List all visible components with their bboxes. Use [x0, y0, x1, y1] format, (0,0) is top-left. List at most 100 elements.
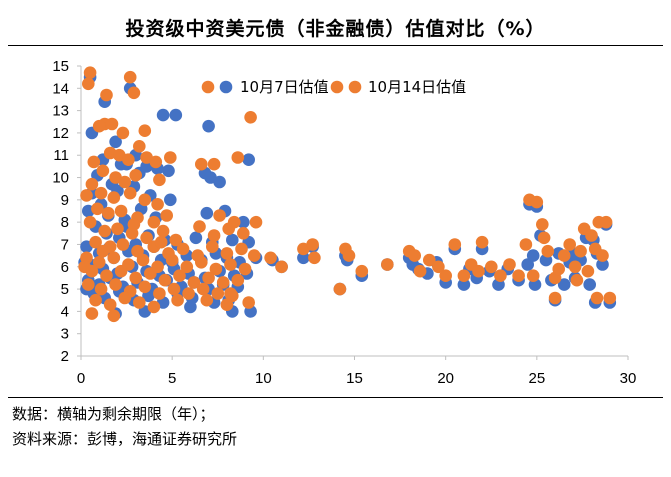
legend-marker-oct14 [348, 80, 362, 94]
oct14-data-point [563, 238, 576, 251]
oct7-data-point [184, 300, 197, 314]
oct14-data-point [249, 215, 263, 229]
oct14-data-point [432, 260, 445, 274]
oct14-data-point [129, 271, 142, 285]
oct14-data-point [164, 151, 177, 164]
x-tick-label: 20 [437, 370, 454, 387]
oct14-data-point [180, 260, 194, 274]
oct7-data-point [242, 153, 255, 166]
y-tick-label: 4 [61, 303, 69, 320]
oct14-data-point [457, 269, 471, 283]
oct14-data-point [224, 258, 237, 271]
oct14-data-point [111, 222, 124, 236]
oct7-data-point [526, 249, 540, 262]
oct14-data-point [202, 271, 215, 285]
oct14-data-point [127, 218, 141, 231]
scatter-chart: 2 3 4 5 6 7 8 9 10 11 12 13 14 15 0 5 10 15 20 25 30 10月7日估值… [52, 58, 636, 387]
y-tick-label: 14 [52, 80, 69, 97]
oct14-data-point [136, 253, 150, 267]
oct14-data-point [552, 262, 565, 276]
y-tick-label: 11 [53, 147, 69, 164]
oct14-data-point [207, 229, 221, 242]
oct14-data-point [89, 235, 102, 249]
oct14-data-point [485, 260, 498, 274]
oct14-data-point [237, 227, 250, 240]
oct14-data-point [91, 202, 104, 216]
oct14-data-point [138, 280, 152, 294]
oct14-data-point [247, 249, 261, 262]
oct14-data-point [94, 186, 108, 200]
oct14-data-point [548, 291, 562, 305]
oct7-data-point [457, 278, 471, 291]
oct14-data-point [138, 193, 152, 207]
chart-axes: 2 3 4 5 6 7 8 9 10 11 12 13 14 15 0 5 10 15 20 25 30 [52, 58, 636, 387]
oct14-data-point [557, 249, 571, 262]
oct14-data-point [92, 119, 106, 133]
oct14-data-point [96, 164, 110, 178]
oct14-data-point [80, 189, 93, 202]
chart-legend: 10月7日估值 10月14日估值 [201, 78, 466, 96]
source-note: 资料来源：彭博，海通证券研究所 [12, 430, 238, 448]
y-tick-label: 5 [61, 281, 69, 298]
oct14-data-point [100, 88, 113, 102]
oct14-data-point [264, 251, 277, 265]
oct14-data-point [138, 124, 152, 137]
series-oct14-points [78, 66, 617, 323]
x-tick-label: 15 [346, 370, 363, 387]
oct14-data-point [568, 260, 582, 274]
oct14-data-point [220, 247, 234, 260]
y-tick-label: 10 [52, 170, 69, 187]
oct14-data-point [581, 264, 595, 278]
oct14-data-point [308, 251, 321, 265]
oct14-data-point [151, 198, 164, 211]
oct14-data-point [333, 282, 347, 296]
oct14-data-point [156, 224, 170, 238]
oct14-data-point [512, 269, 525, 283]
oct14-data-point [118, 175, 132, 189]
oct14-data-point [342, 249, 356, 262]
oct14-data-point [231, 273, 245, 287]
oct14-data-point [173, 269, 186, 283]
oct14-data-point [494, 269, 507, 283]
oct14-data-point [541, 244, 555, 258]
y-tick-label: 9 [61, 192, 69, 209]
notes-divider [8, 397, 663, 398]
oct14-data-point [195, 255, 208, 269]
oct7-data-point [583, 278, 596, 291]
oct14-data-point [176, 242, 190, 256]
oct14-data-point [109, 278, 122, 291]
oct14-data-point [275, 260, 288, 274]
oct7-data-point [164, 193, 177, 207]
oct14-data-point [116, 238, 130, 251]
oct14-data-point [537, 231, 551, 245]
oct7-data-point [226, 233, 239, 247]
oct14-data-point [413, 264, 427, 278]
oct14-data-point [127, 86, 141, 100]
oct14-data-point [144, 267, 157, 280]
oct14-data-point [585, 229, 598, 242]
oct14-data-point [85, 177, 99, 191]
oct14-data-point [96, 244, 110, 258]
oct14-data-point [82, 278, 95, 291]
oct14-data-point [570, 273, 584, 287]
oct14-data-point [140, 231, 153, 245]
oct14-data-point [98, 224, 111, 238]
oct7-data-point [297, 251, 310, 265]
x-tick-label: 5 [168, 370, 176, 387]
oct14-data-point [114, 204, 128, 218]
oct14-data-point [182, 287, 195, 300]
oct14-data-point [169, 233, 183, 247]
oct7-data-point [169, 108, 183, 122]
oct14-data-point [222, 222, 235, 236]
y-tick-label: 15 [52, 58, 69, 75]
oct14-data-point [85, 307, 99, 320]
oct7-data-point [156, 108, 170, 122]
y-tick-label: 6 [61, 259, 69, 276]
oct14-data-point [216, 276, 230, 289]
oct14-data-point [475, 235, 489, 249]
oct14-data-point [596, 249, 609, 262]
oct14-data-point [536, 218, 549, 231]
oct14-data-point [224, 287, 237, 300]
oct14-data-point [196, 282, 210, 296]
oct14-data-point [448, 238, 462, 251]
